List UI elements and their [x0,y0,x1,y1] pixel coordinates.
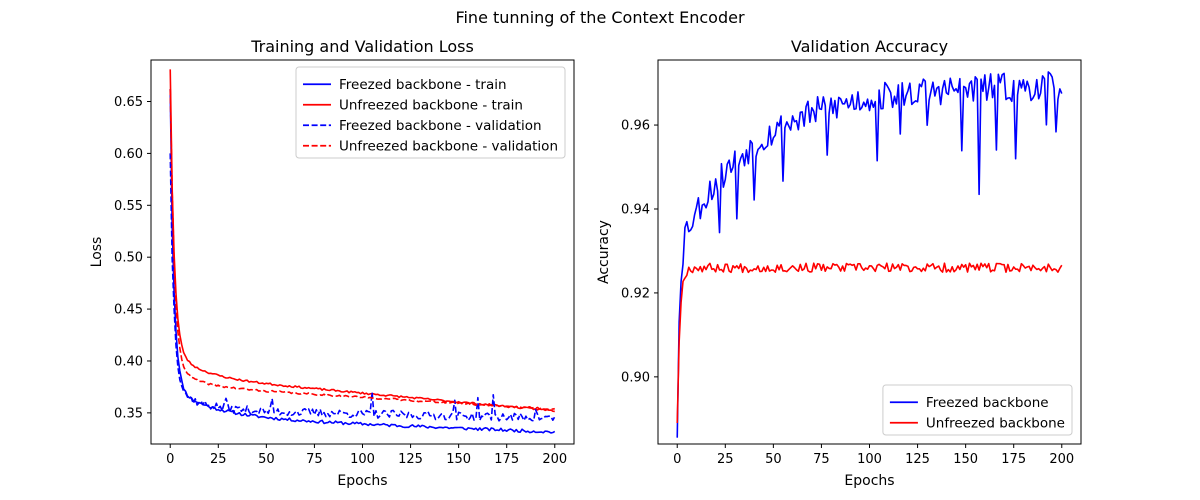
x-tick-label: 200 [542,452,567,467]
legend-entry-label: Unfreezed backbone - train [339,98,523,114]
x-tick-label: 75 [306,452,323,467]
y-tick-label: 0.45 [114,303,143,318]
y-tick-label: 0.35 [114,406,143,421]
y-tick-label: 0.65 [114,95,143,110]
series-line-4 [169,89,555,411]
series-line-3 [169,153,556,422]
x-tick-label: 100 [857,452,882,467]
y-tick-label: 0.94 [621,202,650,217]
x-tick-label: 100 [350,452,375,467]
y-tick-label: 0.55 [114,199,143,214]
y-tick-label: 0.60 [114,147,143,162]
x-tick-label: 150 [446,452,471,467]
x-axis-label: Epochs [337,473,387,489]
x-tick-label: 125 [398,452,423,467]
legend-entry-label: Freezed backbone - train [339,77,507,93]
x-tick-label: 25 [717,452,734,467]
legend-entry-label: Unfreezed backbone - validation [339,139,558,155]
series-line-2 [676,262,1063,424]
chart-title: Training and Validation Loss [250,37,474,56]
legend-box [295,66,566,159]
y-axis-label: Accuracy [596,220,612,284]
x-axis-label: Epochs [844,473,894,489]
x-tick-label: 0 [673,452,681,467]
x-tick-label: 0 [166,452,174,467]
x-tick-label: 75 [813,452,830,467]
legend-box [882,384,1073,436]
y-tick-label: 0.40 [114,354,143,369]
accuracy-chart-panel: 0 25 50 75 100 125 150 175 200 0.90 0.92 0.94 0.96 Va… [596,37,1082,489]
chart-title: Validation Accuracy [791,37,948,56]
legend-entry-label: Freezed backbone - validation [339,118,542,134]
y-tick-label: 0.96 [621,119,650,134]
legend: Freezed backbone Unfreezed backbone [882,384,1073,436]
y-tick-label: 0.92 [621,286,650,301]
legend-entry-label: Unfreezed backbone [926,416,1065,432]
x-tick-label: 50 [258,452,275,467]
x-tick-label: 25 [210,452,227,467]
y-tick-label: 0.50 [114,251,143,266]
x-tick-label: 125 [905,452,930,467]
x-tick-label: 150 [953,452,978,467]
y-tick-label: 0.90 [621,370,650,385]
series-line-1 [676,71,1063,438]
series-group [169,69,556,434]
x-tick-label: 175 [1001,452,1026,467]
loss-chart-panel: 0 25 50 75 100 125 150 175 200 0.35 0.40 0.45 0.50 0.… [89,37,575,489]
legend-entry-label: Freezed backbone [926,395,1049,411]
series-group [676,71,1063,438]
legend: Freezed backbone - train Unfreezed backbo… [295,66,566,159]
x-tick-label: 50 [765,452,782,467]
figure-suptitle: Fine tunning of the Context Encoder [455,8,745,27]
x-tick-label: 175 [494,452,519,467]
x-tick-label: 200 [1049,452,1074,467]
y-axis-label: Loss [89,237,105,268]
